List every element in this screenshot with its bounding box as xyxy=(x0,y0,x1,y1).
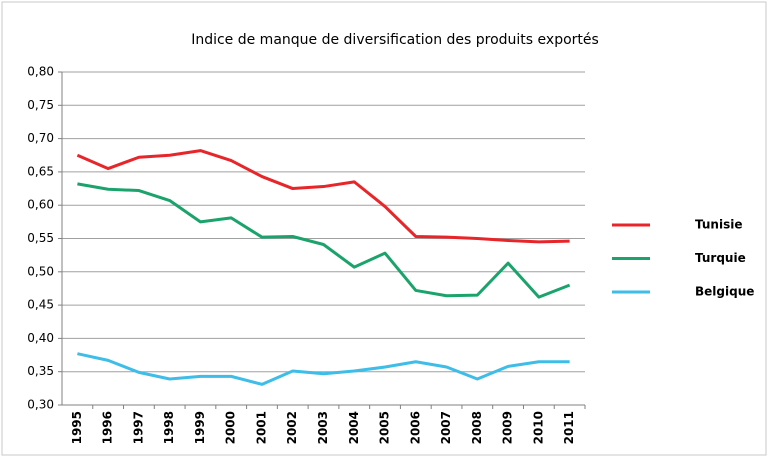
y-tick-label: 0,50 xyxy=(27,264,54,278)
y-tick-label: 0,35 xyxy=(27,364,54,378)
legend-label: Turquie xyxy=(695,251,746,265)
y-tick-label: 0,70 xyxy=(27,131,54,145)
x-tick-label: 1997 xyxy=(131,411,145,444)
series-line xyxy=(77,352,570,386)
y-tick-label: 0,75 xyxy=(27,98,54,112)
legend-label: Belgique xyxy=(695,285,754,299)
y-tick-label: 0,40 xyxy=(27,331,54,345)
x-tick-label: 1998 xyxy=(162,411,176,444)
x-tick-label: 2006 xyxy=(408,411,422,444)
y-tick-label: 0,30 xyxy=(27,398,54,412)
x-tick-label: 2010 xyxy=(531,411,545,444)
chart-title: Indice de manque de diversification des … xyxy=(191,32,599,48)
y-tick-label: 0,60 xyxy=(27,198,54,212)
series-line xyxy=(77,182,571,299)
x-tick-label: 2008 xyxy=(470,411,484,444)
x-tick-label: 1996 xyxy=(101,411,115,444)
x-tick-label: 2009 xyxy=(501,411,515,444)
x-tick-label: 1995 xyxy=(70,411,84,444)
x-tick-label: 1999 xyxy=(193,411,207,444)
series-line xyxy=(76,149,570,244)
x-tick-label: 2007 xyxy=(439,411,453,444)
y-tick-label: 0,45 xyxy=(27,298,54,312)
y-tick-label: 0,55 xyxy=(27,231,54,245)
x-tick-label: 2003 xyxy=(316,411,330,444)
x-tick-label: 2005 xyxy=(378,411,392,444)
x-tick-label: 2001 xyxy=(254,411,268,444)
x-tick-label: 2002 xyxy=(285,411,299,444)
x-tick-label: 2011 xyxy=(562,411,576,444)
y-tick-label: 0,65 xyxy=(27,164,54,178)
x-tick-label: 2004 xyxy=(347,411,361,444)
y-tick-label: 0,80 xyxy=(27,65,54,79)
legend-label: Tunisie xyxy=(695,218,742,232)
x-tick-label: 2000 xyxy=(224,411,238,444)
